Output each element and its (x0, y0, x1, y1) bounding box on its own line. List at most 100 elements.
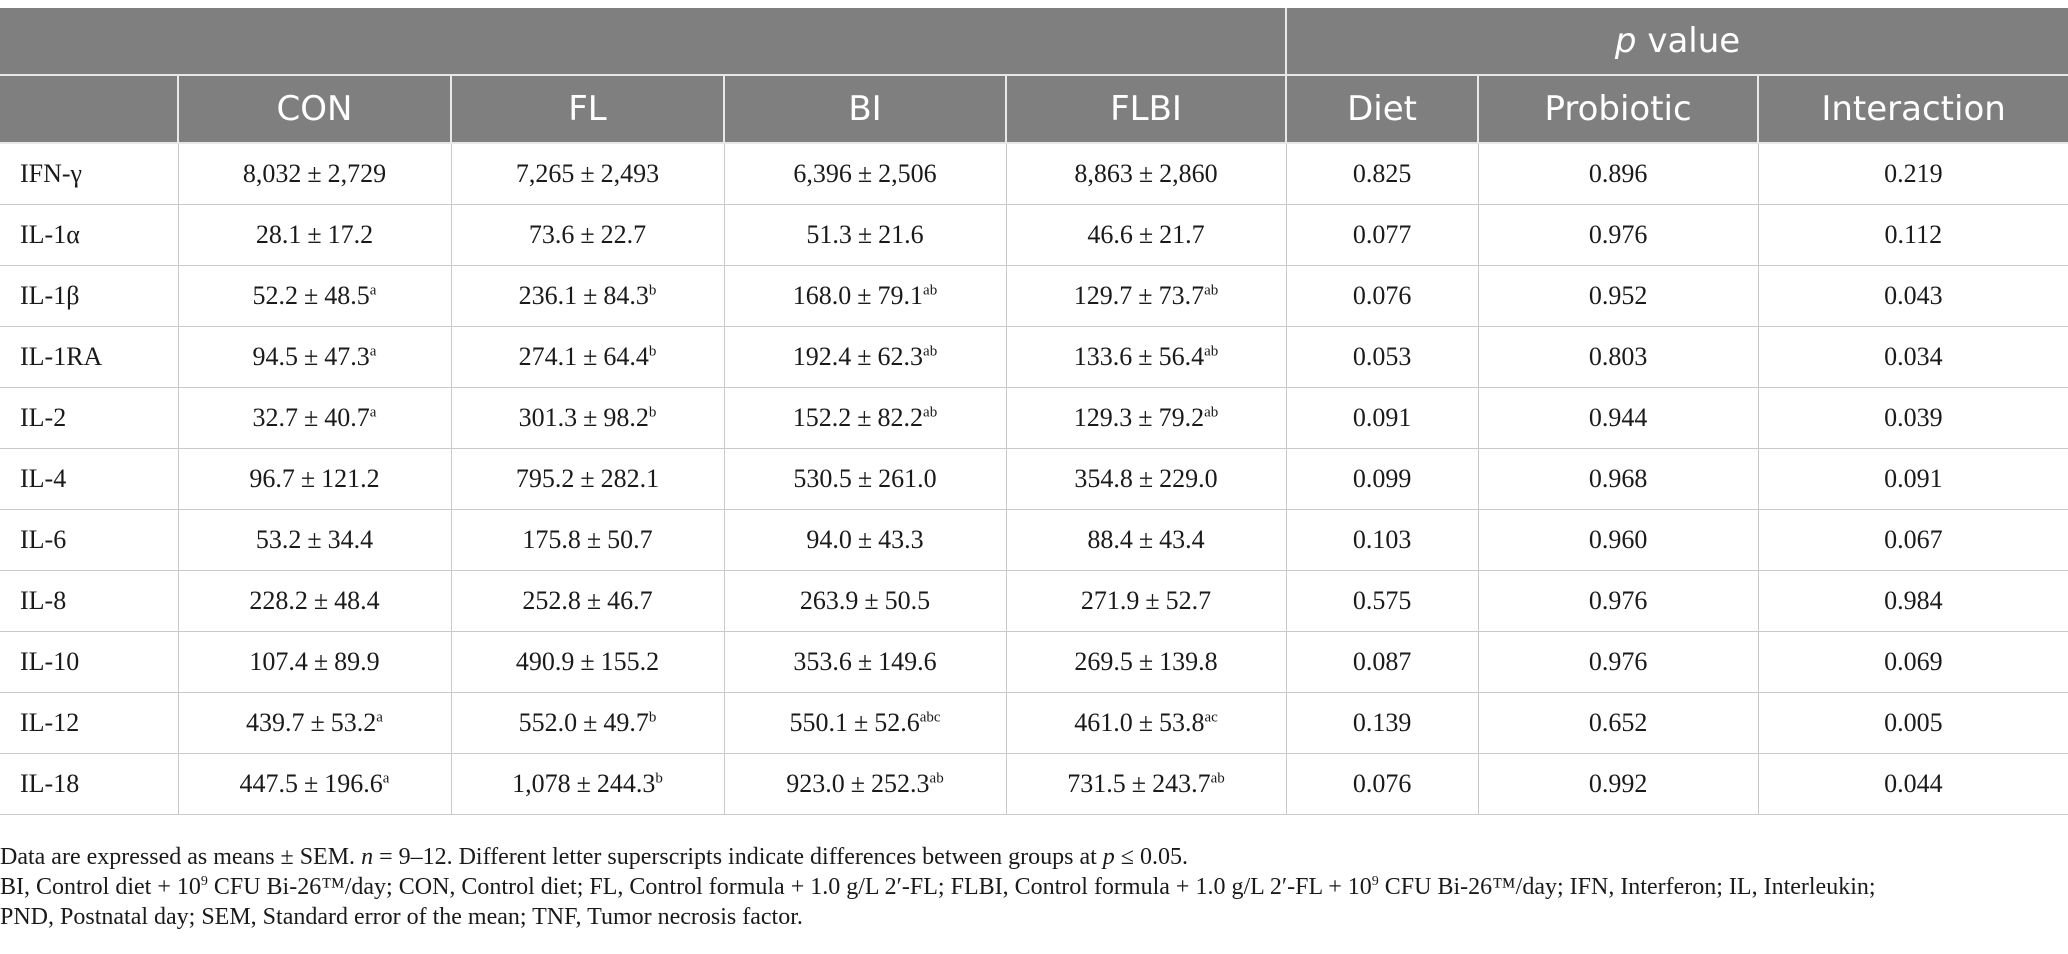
mean-value: 53.2 (255, 525, 302, 554)
sem-value: 2,493 (600, 159, 660, 188)
p-value-text: value (1636, 21, 1741, 61)
footnote-italic: n (361, 844, 374, 870)
p-value-cell: 0.976 (1477, 204, 1759, 266)
header-row-top: p value (0, 8, 2068, 76)
plus-minus-sign: ± (304, 769, 319, 798)
group-value-cell: 354.8 ±229.0 (1005, 448, 1287, 510)
p-value-cell: 0.044 (1757, 753, 2068, 815)
sem-value: 47.3 (324, 342, 370, 371)
p-value-cell: 0.803 (1477, 326, 1759, 388)
sem-value: 244.3 (596, 769, 656, 798)
footnote-text: = 9–12. Different letter superscripts in… (373, 844, 1103, 870)
p-value-cell: 0.976 (1477, 570, 1759, 632)
significance-superscript: a (369, 404, 377, 421)
group-value-cell: 439.7 ±53.2a (177, 692, 451, 754)
footnote-text: BI, Control diet + 10 (0, 874, 201, 900)
plus-minus-sign: ± (580, 220, 595, 249)
mean-value: 301.3 (518, 403, 578, 432)
sem-value: 21.6 (878, 220, 924, 249)
plus-minus-sign: ± (304, 403, 319, 432)
p-value-cell: 0.992 (1477, 753, 1759, 815)
sem-value: 2,729 (327, 159, 387, 188)
p-value-header: p value (1285, 8, 2068, 76)
group-value-cell: 175.8 ±50.7 (450, 509, 724, 571)
group-value-cell: 94.0 ±43.3 (723, 509, 1006, 571)
plus-minus-sign: ± (864, 586, 879, 615)
column-header: FL (450, 75, 724, 144)
row-label: IL-1β (0, 265, 178, 327)
table-row: IL-1RA 94.5 ±47.3a 274.1 ±64.4b 192.4 ±62.3ab 1… (0, 326, 2068, 388)
plus-minus-sign: ± (583, 281, 598, 310)
plus-minus-sign: ± (1138, 342, 1153, 371)
group-value-cell: 152.2 ±82.2ab (723, 387, 1006, 449)
significance-superscript: ab (1204, 343, 1219, 360)
plus-minus-sign: ± (310, 708, 325, 737)
group-value-cell: 271.9 ±52.7 (1005, 570, 1287, 632)
mean-value: 252.8 (522, 586, 581, 615)
group-value-cell: 530.5 ±261.0 (723, 448, 1006, 510)
plus-minus-sign: ± (857, 159, 873, 188)
significance-superscript: ab (1204, 404, 1219, 421)
significance-superscript: a (369, 282, 377, 299)
sem-value: 50.7 (607, 525, 653, 554)
group-value-cell: 46.6 ±21.7 (1005, 204, 1287, 266)
plus-minus-sign: ± (1145, 586, 1160, 615)
p-value-cell: 0.053 (1285, 326, 1479, 388)
p-value-cell: 0.069 (1757, 631, 2068, 693)
sem-value: 196.6 (324, 769, 383, 798)
p-value-cell: 0.077 (1285, 204, 1479, 266)
plus-minus-sign: ± (1138, 525, 1154, 554)
group-value-cell: 88.4 ±43.4 (1005, 509, 1287, 571)
sem-value: 53.2 (330, 708, 377, 737)
significance-superscript: b (648, 343, 657, 360)
table-row: IL-12 439.7 ±53.2a 552.0 ±49.7b 550.1 ±52.6abc… (0, 692, 2068, 754)
p-value-cell: 0.968 (1477, 448, 1759, 510)
sem-value: 79.1 (877, 281, 924, 310)
plus-minus-sign: ± (586, 586, 602, 615)
plus-minus-sign: ± (850, 769, 866, 798)
column-header: Interaction (1757, 75, 2068, 144)
sem-value: 229.0 (1159, 464, 1218, 493)
mean-value: 7,265 (515, 159, 575, 188)
header-row-columns: CON FL BI FLBI Diet Probiotic Interactio… (0, 75, 2068, 144)
plus-minus-sign: ± (586, 525, 602, 554)
plus-minus-sign: ± (304, 281, 319, 310)
group-value-cell: 550.1 ±52.6abc (723, 692, 1006, 754)
mean-value: 439.7 (246, 708, 305, 737)
mean-value: 795.2 (515, 464, 575, 493)
p-value-cell: 0.099 (1285, 448, 1479, 510)
group-value-cell: 8,863 ±2,860 (1005, 143, 1287, 205)
column-header: BI (723, 75, 1006, 144)
group-value-cell: 96.7 ±121.2 (177, 448, 451, 510)
mean-value: 168.0 (792, 281, 852, 310)
sem-value: 98.2 (603, 403, 649, 432)
sem-value: 62.3 (877, 342, 924, 371)
mean-value: 96.7 (249, 464, 295, 493)
mean-value: 46.6 (1087, 220, 1133, 249)
group-value-cell: 552.0 ±49.7b (450, 692, 724, 754)
mean-value: 447.5 (239, 769, 299, 798)
group-value-cell: 795.2 ±282.1 (450, 448, 724, 510)
group-value-cell: 107.4 ±89.9 (177, 631, 451, 693)
mean-value: 129.7 (1073, 281, 1133, 310)
cytokine-table: p value CON FL BI FLBI Diet Probiotic In… (0, 8, 2068, 815)
sem-value: 82.2 (877, 403, 924, 432)
group-value-cell: 168.0 ±79.1ab (723, 265, 1006, 327)
sem-value: 2,860 (1159, 159, 1218, 188)
plus-minus-sign: ± (857, 220, 873, 249)
plus-minus-sign: ± (857, 464, 873, 493)
mean-value: 192.4 (792, 342, 852, 371)
group-value-cell: 51.3 ±21.6 (723, 204, 1006, 266)
sem-value: 52.7 (1165, 586, 1212, 615)
significance-superscript: ab (929, 770, 944, 787)
sem-value: 243.7 (1152, 769, 1211, 798)
mean-value: 175.8 (522, 525, 581, 554)
table-row: IL-18 447.5 ±196.6a 1,078 ±244.3b 923.0 ±252.3… (0, 753, 2068, 815)
footnote-text: Data are expressed as means ± SEM. (0, 844, 362, 870)
footnote-superscript: 9 (200, 874, 208, 889)
p-value-cell: 0.896 (1477, 143, 1759, 205)
mean-value: 550.1 (789, 708, 848, 737)
group-value-cell: 490.9 ±155.2 (450, 631, 724, 693)
group-value-cell: 129.7 ±73.7ab (1005, 265, 1287, 327)
plus-minus-sign: ± (1138, 403, 1153, 432)
